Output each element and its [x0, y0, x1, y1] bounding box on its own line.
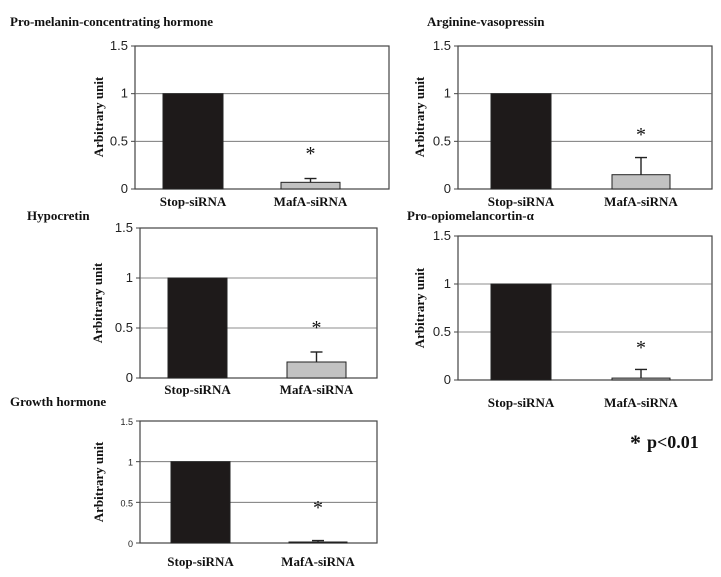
- significance-star: *: [306, 143, 316, 165]
- y-tick-label: 0.5: [120, 498, 133, 508]
- y-tick-label: 1.5: [110, 38, 128, 53]
- y-tick-label: 1: [121, 86, 128, 101]
- bar: [167, 277, 228, 379]
- y-tick-label: 1: [128, 458, 133, 468]
- y-tick-label: 0.5: [110, 133, 128, 148]
- y-tick-label: 0.5: [115, 320, 133, 335]
- y-tick-label: 0.5: [433, 133, 451, 148]
- x-category-label: MafA-siRNA: [274, 194, 348, 209]
- y-tick-label: 1: [126, 270, 133, 285]
- y-tick-label: 1.5: [115, 220, 133, 235]
- y-tick-label: 0: [128, 539, 133, 549]
- chart-panel: Pro-melanin-concentrating hormone 0 0.5 1 1.…: [10, 14, 390, 209]
- y-axis-label: Arbitrary unit: [412, 267, 427, 348]
- chart-title: Hypocretin: [27, 208, 90, 223]
- y-tick-label: 1.5: [120, 417, 133, 427]
- x-category-label: Stop-siRNA: [488, 194, 555, 209]
- chart-panel: Arginine-vasopressin 0 0.5 1 1.5 Arbitrary un…: [412, 14, 713, 209]
- significance-note: * p<0.01: [630, 430, 699, 455]
- y-tick-label: 1: [444, 86, 451, 101]
- bar: [286, 361, 347, 379]
- significance-note-star: *: [630, 430, 641, 455]
- x-category-label: MafA-siRNA: [604, 395, 678, 410]
- significance-note-text: p<0.01: [647, 432, 699, 452]
- bar: [162, 93, 224, 190]
- y-tick-label: 1: [444, 276, 451, 291]
- bar: [611, 174, 671, 190]
- chart-title: Pro-melanin-concentrating hormone: [10, 14, 213, 29]
- x-category-label: Stop-siRNA: [167, 554, 234, 569]
- x-category-label: MafA-siRNA: [280, 382, 354, 397]
- chart-panel: Pro-opiomelancortin-α 0 0.5 1 1.5 Arbitrary u…: [407, 208, 713, 410]
- y-tick-label: 0.5: [433, 324, 451, 339]
- y-axis-label: Arbitrary unit: [90, 262, 105, 343]
- chart-title: Growth hormone: [10, 394, 106, 409]
- y-tick-label: 0: [126, 370, 133, 385]
- y-tick-label: 1.5: [433, 38, 451, 53]
- bar: [280, 181, 341, 190]
- y-tick-label: 0: [121, 181, 128, 196]
- chart-panel: Growth hormone 0 0.5 1 1.5 Arbitrary unit Stop…: [10, 394, 378, 569]
- y-axis-label: Arbitrary unit: [91, 441, 106, 522]
- significance-star: *: [313, 497, 323, 519]
- chart-title: Pro-opiomelancortin-α: [407, 208, 535, 223]
- x-category-label: Stop-siRNA: [488, 395, 555, 410]
- bar: [170, 461, 231, 544]
- significance-star: *: [636, 124, 646, 146]
- bar: [490, 283, 552, 381]
- x-category-label: Stop-siRNA: [160, 194, 227, 209]
- chart-title: Arginine-vasopressin: [427, 14, 545, 29]
- bar: [611, 377, 671, 381]
- y-tick-label: 0: [444, 181, 451, 196]
- x-category-label: Stop-siRNA: [164, 382, 231, 397]
- y-tick-label: 1.5: [433, 228, 451, 243]
- y-axis-label: Arbitrary unit: [91, 76, 106, 157]
- chart-panels: Pro-melanin-concentrating hormone 0 0.5 1 1.…: [10, 14, 713, 569]
- significance-star: *: [636, 337, 646, 359]
- y-tick-label: 0: [444, 372, 451, 387]
- x-category-label: MafA-siRNA: [281, 554, 355, 569]
- significance-star: *: [312, 317, 322, 339]
- x-category-label: MafA-siRNA: [604, 194, 678, 209]
- y-axis-label: Arbitrary unit: [412, 76, 427, 157]
- chart-panel: Hypocretin 0 0.5 1 1.5 Arbitrary unit Stop-siR…: [27, 208, 378, 397]
- bar: [490, 93, 552, 190]
